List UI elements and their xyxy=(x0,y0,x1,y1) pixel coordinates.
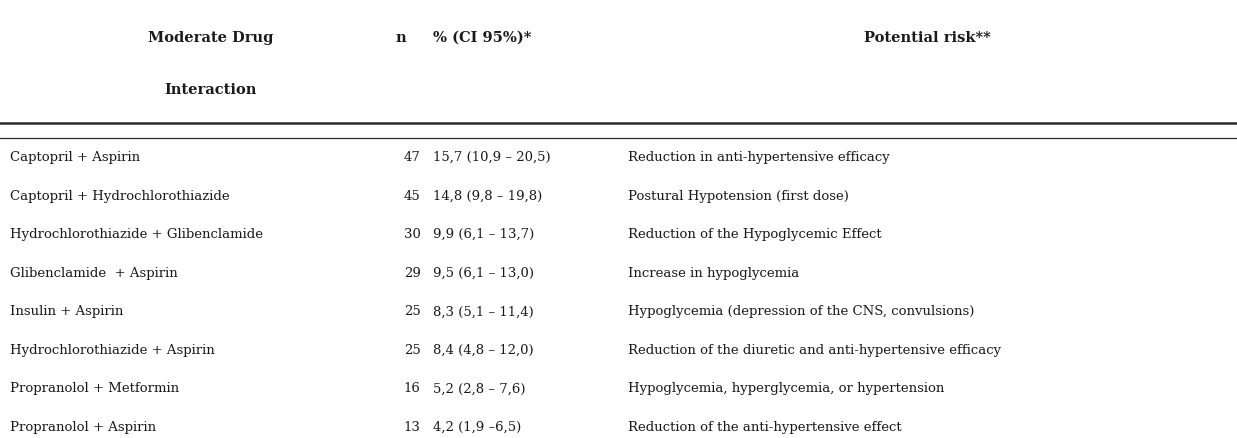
Text: 45: 45 xyxy=(403,190,421,203)
Text: Interaction: Interaction xyxy=(165,83,256,97)
Text: Reduction of the diuretic and anti-hypertensive efficacy: Reduction of the diuretic and anti-hyper… xyxy=(628,344,1002,357)
Text: Captopril + Aspirin: Captopril + Aspirin xyxy=(10,151,140,164)
Text: 8,4 (4,8 – 12,0): 8,4 (4,8 – 12,0) xyxy=(433,344,533,357)
Text: Glibenclamide  + Aspirin: Glibenclamide + Aspirin xyxy=(10,267,178,280)
Text: n: n xyxy=(396,31,406,45)
Text: Moderate Drug: Moderate Drug xyxy=(147,31,273,45)
Text: Postural Hypotension (first dose): Postural Hypotension (first dose) xyxy=(628,190,850,203)
Text: Reduction in anti-hypertensive efficacy: Reduction in anti-hypertensive efficacy xyxy=(628,151,891,164)
Text: 8,3 (5,1 – 11,4): 8,3 (5,1 – 11,4) xyxy=(433,305,533,318)
Text: Hydrochlorothiazide + Glibenclamide: Hydrochlorothiazide + Glibenclamide xyxy=(10,228,263,241)
Text: 25: 25 xyxy=(403,305,421,318)
Text: Hypoglycemia (depression of the CNS, convulsions): Hypoglycemia (depression of the CNS, con… xyxy=(628,305,975,318)
Text: Reduction of the anti-hypertensive effect: Reduction of the anti-hypertensive effec… xyxy=(628,421,902,434)
Text: 29: 29 xyxy=(403,267,421,280)
Text: 47: 47 xyxy=(403,151,421,164)
Text: 9,5 (6,1 – 13,0): 9,5 (6,1 – 13,0) xyxy=(433,267,534,280)
Text: Increase in hypoglycemia: Increase in hypoglycemia xyxy=(628,267,799,280)
Text: Hydrochlorothiazide + Aspirin: Hydrochlorothiazide + Aspirin xyxy=(10,344,215,357)
Text: 9,9 (6,1 – 13,7): 9,9 (6,1 – 13,7) xyxy=(433,228,534,241)
Text: 5,2 (2,8 – 7,6): 5,2 (2,8 – 7,6) xyxy=(433,382,526,396)
Text: 13: 13 xyxy=(403,421,421,434)
Text: 4,2 (1,9 –6,5): 4,2 (1,9 –6,5) xyxy=(433,421,521,434)
Text: 15,7 (10,9 – 20,5): 15,7 (10,9 – 20,5) xyxy=(433,151,550,164)
Text: 25: 25 xyxy=(403,344,421,357)
Text: Potential risk**: Potential risk** xyxy=(865,31,991,45)
Text: 16: 16 xyxy=(403,382,421,396)
Text: Insulin + Aspirin: Insulin + Aspirin xyxy=(10,305,124,318)
Text: Hypoglycemia, hyperglycemia, or hypertension: Hypoglycemia, hyperglycemia, or hyperten… xyxy=(628,382,945,396)
Text: Propranolol + Metformin: Propranolol + Metformin xyxy=(10,382,179,396)
Text: 14,8 (9,8 – 19,8): 14,8 (9,8 – 19,8) xyxy=(433,190,542,203)
Text: 30: 30 xyxy=(403,228,421,241)
Text: % (CI 95%)*: % (CI 95%)* xyxy=(433,31,532,45)
Text: Propranolol + Aspirin: Propranolol + Aspirin xyxy=(10,421,156,434)
Text: Reduction of the Hypoglycemic Effect: Reduction of the Hypoglycemic Effect xyxy=(628,228,882,241)
Text: Captopril + Hydrochlorothiazide: Captopril + Hydrochlorothiazide xyxy=(10,190,230,203)
